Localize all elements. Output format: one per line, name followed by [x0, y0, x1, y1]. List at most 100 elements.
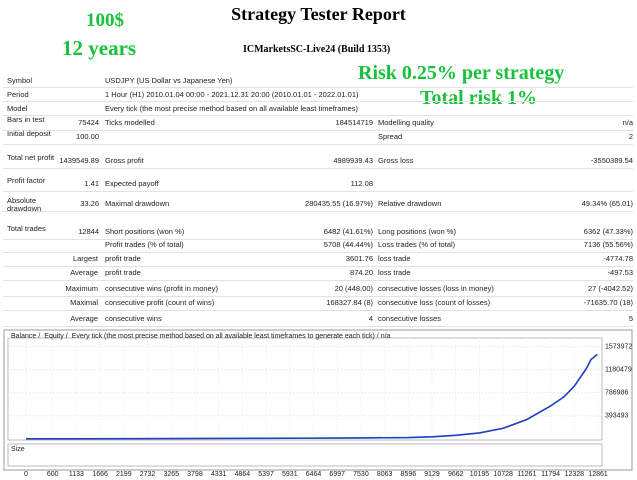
row-value: -3550389.54	[590, 156, 633, 165]
row-value: 27 (-4042.52)	[587, 284, 633, 293]
row-value: 75424	[78, 118, 99, 127]
x-tick-label: 5931	[282, 471, 298, 478]
x-tick-label: 8596	[401, 471, 417, 478]
row-label: consecutive wins (profit in money)	[105, 284, 218, 293]
row-text: USDJPY (US Dollar vs Japanese Yen)	[105, 76, 233, 85]
row-label: profit trade	[105, 268, 141, 277]
row-label: Initial deposit	[7, 129, 51, 138]
row-value: 5	[628, 314, 633, 323]
row-label: Long positions (won %)	[378, 227, 456, 236]
row-value: 2	[628, 132, 633, 141]
x-tick-label: 4331	[211, 471, 227, 478]
row-label: consecutive losses (loss in money)	[378, 284, 494, 293]
legend-entry: Balance	[11, 333, 36, 340]
row-text: Every tick (the most precise method base…	[105, 104, 359, 113]
row-value: 4	[368, 314, 373, 323]
row-label: loss trade	[378, 254, 411, 263]
balance-chart: Size 393493 786986 1180479 1573972 0 600 1133 16…	[3, 329, 633, 478]
row-label: Total net profit	[7, 153, 55, 162]
row-separator	[3, 115, 633, 116]
row-separator	[3, 191, 633, 192]
overlay-text: 100$	[86, 10, 124, 31]
x-tick-label: 9129	[424, 471, 440, 478]
row-label: Absolute drawdown	[7, 196, 42, 213]
overlay-text: Risk 0.25% per strategy	[358, 62, 565, 84]
row-value: 7136 (55.56%)	[583, 240, 633, 249]
row-value: 3601.76	[345, 254, 373, 263]
row-value: 874.20	[350, 268, 373, 277]
row-label: Gross loss	[378, 156, 414, 165]
overlay-text: 12 years	[62, 36, 137, 60]
x-tick-label: 8063	[377, 471, 393, 478]
row-value: 168327.84 (8)	[326, 298, 373, 307]
row-value: 49.34% (65.01)	[581, 199, 633, 208]
row-separator	[3, 252, 633, 253]
row-label: Maximal	[70, 298, 98, 307]
row-label: Short positions (won %)	[105, 227, 185, 236]
row-value: -497.53	[607, 268, 633, 277]
row-value: 112.08	[350, 179, 373, 188]
row-label: Total trades	[7, 224, 46, 233]
report-title: Strategy Tester Report	[231, 4, 406, 24]
x-tick-label: 7530	[353, 471, 369, 478]
legend-note: Every tick (the most precise method base…	[72, 333, 391, 340]
row-label: Maximum	[65, 284, 98, 293]
row-label: Loss trades (% of total)	[378, 240, 456, 249]
x-tick-label: 10195	[470, 471, 490, 478]
x-tick-label: 600	[47, 471, 59, 478]
row-label: consecutive wins	[105, 314, 162, 323]
row-label: Expected payoff	[105, 179, 159, 188]
row-separator	[3, 310, 633, 311]
x-tick-label: 3798	[187, 471, 203, 478]
y-tick-label: 393493	[605, 413, 628, 420]
row-label: consecutive losses	[378, 314, 441, 323]
row-label: Profit factor	[7, 176, 46, 185]
row-value: n/a	[622, 118, 633, 127]
row-separator	[3, 280, 633, 281]
row-value: 6482 (41.61%)	[323, 227, 373, 236]
row-separator	[3, 168, 633, 169]
legend-separator: /	[38, 333, 40, 340]
row-label: Model	[7, 104, 28, 113]
row-separator	[3, 101, 633, 102]
row-label: consecutive loss (count of losses)	[378, 298, 491, 307]
x-tick-label: 11794	[541, 471, 560, 478]
row-text: 1 Hour (H1) 2010.01.04 00:00 - 2021.12.3…	[105, 90, 359, 99]
row-label: Profit trades (% of total)	[105, 240, 184, 249]
row-value: 184514719	[335, 118, 373, 127]
row-separator	[3, 144, 633, 145]
row-label: Period	[7, 90, 29, 99]
row-value: 20 (448.00)	[334, 284, 373, 293]
row-label: Bars in test	[7, 115, 45, 124]
row-separator	[3, 296, 633, 297]
x-tick-label: 11261	[517, 471, 536, 478]
row-label: loss trade	[378, 268, 411, 277]
row-label: Symbol	[7, 76, 33, 85]
server: ICMarketsSC-Live24 (Build 1353)	[243, 44, 391, 55]
x-tick-label: 10728	[493, 471, 513, 478]
row-label: Maximal drawdown	[105, 199, 170, 208]
x-tick-label: 1133	[69, 471, 84, 478]
row-value: 1439549.89	[59, 156, 99, 165]
row-value: 12844	[78, 227, 99, 236]
row-separator	[3, 87, 633, 88]
y-tick-label: 1573972	[605, 343, 632, 350]
legend-separator: /	[66, 333, 68, 340]
x-tick-label: 2732	[140, 471, 156, 478]
x-tick-label: 6997	[329, 471, 345, 478]
row-separator	[3, 211, 633, 212]
row-value: 5708 (44.44%)	[323, 240, 373, 249]
size-pane	[7, 443, 603, 467]
x-tick-label: 0	[24, 471, 28, 478]
row-label: Relative drawdown	[378, 199, 442, 208]
x-tick-label: 1666	[92, 471, 108, 478]
x-tick-label: 2199	[116, 471, 132, 478]
row-value: 280435.55 (16.97%)	[305, 199, 373, 208]
legend-entry: Equity	[44, 333, 64, 340]
row-label: Average	[70, 268, 98, 277]
row-value: 4989939.43	[333, 156, 373, 165]
x-tick-label: 12861	[588, 471, 608, 478]
row-value: 1.41	[84, 179, 99, 188]
row-value: 33.26	[80, 199, 99, 208]
